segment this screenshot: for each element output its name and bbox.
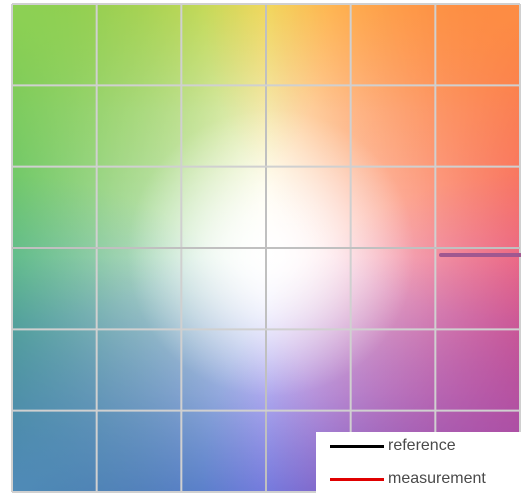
legend-item-measurement: measurement xyxy=(316,469,486,489)
legend-item-reference: reference xyxy=(316,436,456,456)
legend-swatch-measurement xyxy=(330,477,384,481)
legend-label-measurement: measurement xyxy=(388,470,486,487)
legend-swatch-reference xyxy=(330,444,384,448)
legend-label-reference: reference xyxy=(388,437,456,454)
legend: reference measurement xyxy=(316,432,521,500)
grid-lines xyxy=(11,3,521,493)
